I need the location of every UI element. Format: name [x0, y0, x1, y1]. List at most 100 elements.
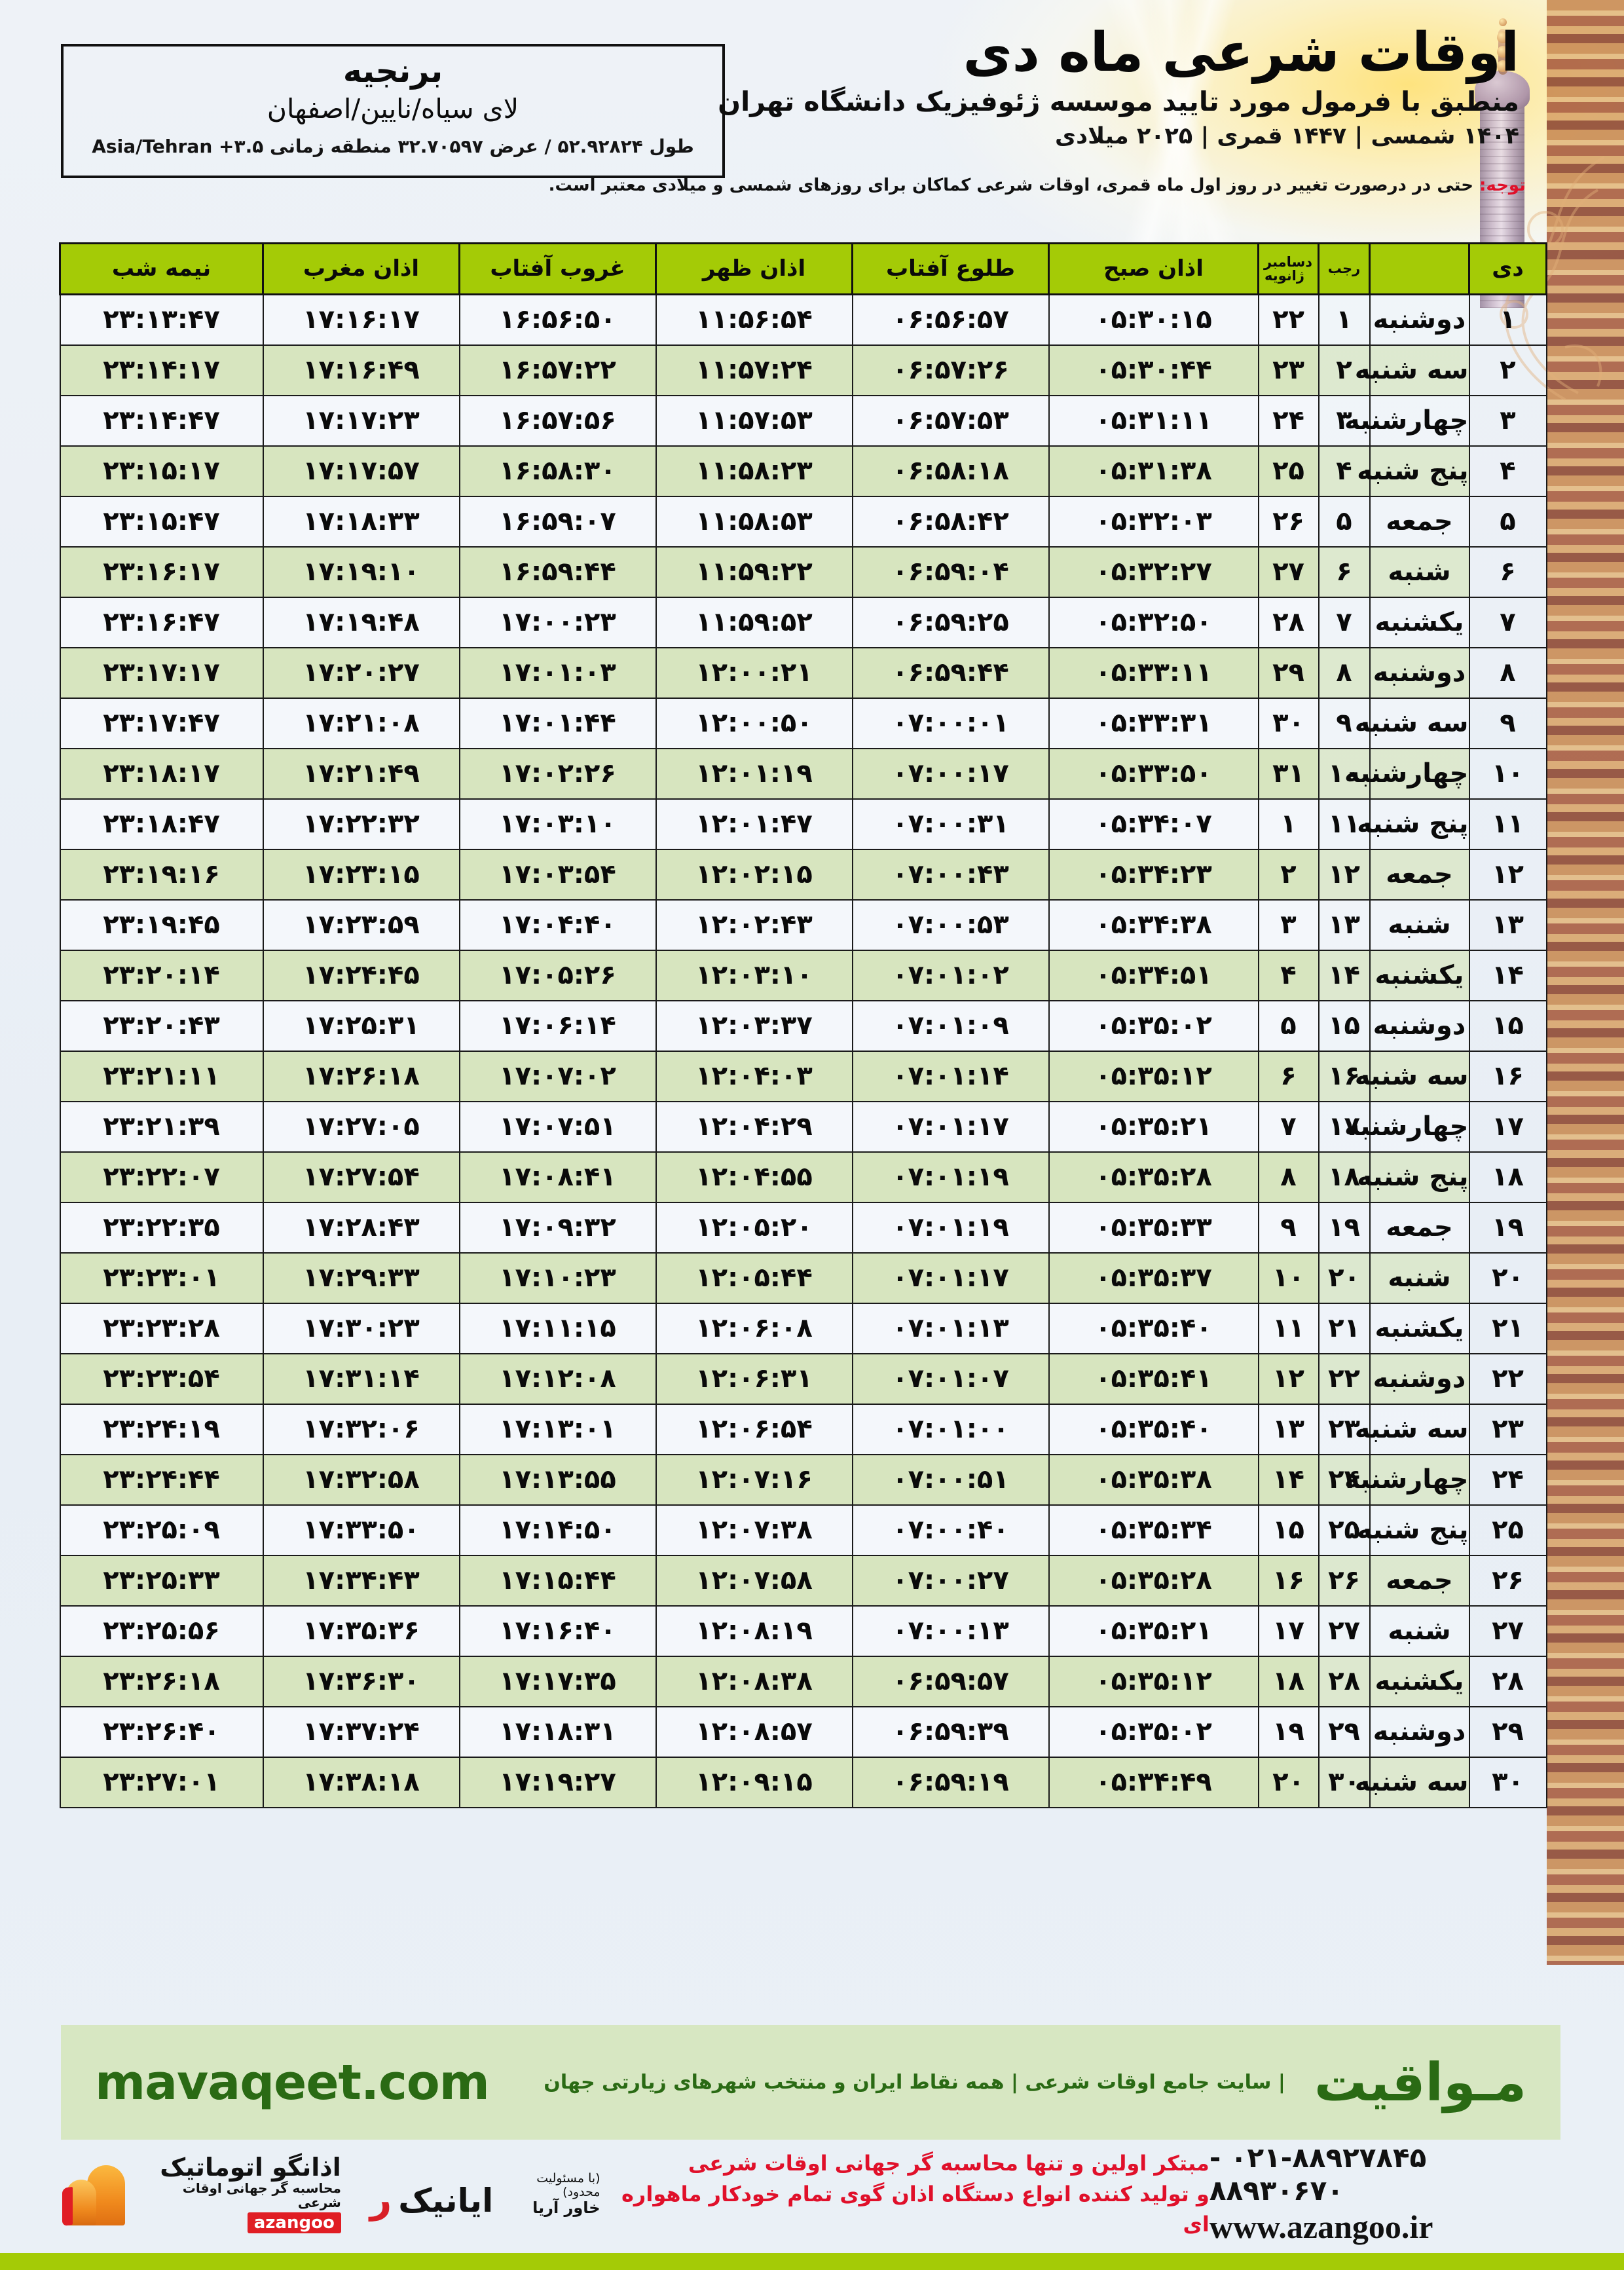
cell-weekday: سه شنبه: [1355, 344, 1470, 396]
cell-fajr: ۰۵:۳۴:۲۳: [1048, 848, 1259, 901]
cell-midnight: ۲۳:۱۹:۱۶: [59, 848, 264, 901]
cell-day: ۱۷: [1468, 1100, 1547, 1153]
cell-midnight: ۲۳:۲۵:۰۹: [59, 1504, 264, 1556]
cell-maghrib: ۱۷:۳۸:۱۸: [262, 1756, 460, 1808]
cell-sunrise: ۰۶:۵۹:۱۹: [851, 1756, 1050, 1808]
cell-gregorian: ۳۱: [1257, 747, 1320, 800]
cell-day: ۱۸: [1468, 1151, 1547, 1203]
cell-day: ۳۰: [1468, 1756, 1547, 1808]
cell-sunset: ۱۷:۱۳:۵۵: [458, 1453, 657, 1506]
cell-sunrise: ۰۷:۰۱:۰۲: [851, 949, 1050, 1001]
cell-maghrib: ۱۷:۳۲:۰۶: [262, 1403, 460, 1455]
footer-domain[interactable]: mavaqeet.com: [95, 2054, 490, 2111]
cell-fajr: ۰۵:۳۳:۱۱: [1048, 646, 1259, 699]
cell-maghrib: ۱۷:۱۷:۵۷: [262, 445, 460, 497]
cell-maghrib: ۱۷:۱۹:۱۰: [262, 546, 460, 598]
rayanik-subtitle: خاور آریا: [532, 2198, 600, 2217]
table-row: ۶ شنبه ۶ ۲۷ ۰۵:۳۲:۲۷ ۰۶:۵۹:۰۴ ۱۱:۵۹:۲۲ ۱۶:۵۹:۴۴…: [59, 546, 1547, 598]
cell-dhuhr: ۱۲:۰۴:۰۳: [655, 1050, 853, 1102]
cell-sunset: ۱۷:۱۶:۴۰: [458, 1605, 657, 1657]
cell-fajr: ۰۵:۳۳:۵۰: [1048, 747, 1259, 800]
cell-maghrib: ۱۷:۲۲:۳۲: [262, 798, 460, 850]
footer-bottom: ۰۲۱-۸۸۹۲۷۸۴۵ - ۸۸۹۳۰۶۷۰ www.azangoo.ir م…: [0, 2142, 1624, 2270]
cell-dhuhr: ۱۲:۰۹:۱۵: [655, 1756, 853, 1808]
cell-gregorian: ۲۶: [1257, 495, 1320, 548]
cell-midnight: ۲۳:۱۷:۱۷: [59, 646, 264, 699]
cell-sunrise: ۰۶:۵۶:۵۷: [851, 293, 1050, 346]
cell-fajr: ۰۵:۳۲:۰۳: [1048, 495, 1259, 548]
cell-midnight: ۲۳:۲۷:۰۱: [59, 1756, 264, 1808]
cell-weekday: دوشنبه: [1369, 999, 1470, 1052]
cell-sunrise: ۰۶:۵۷:۵۳: [851, 394, 1050, 447]
cell-midnight: ۲۳:۲۳:۲۸: [59, 1302, 264, 1354]
cell-gregorian: ۱۵: [1257, 1504, 1320, 1556]
note-line: توجه: حتی در درصورت تغییر در روز اول ماه…: [59, 176, 1526, 195]
cell-weekday: پنج شنبه: [1357, 445, 1470, 497]
cell-day: ۴: [1468, 445, 1547, 497]
table-row: ۱۴ یکشنبه ۱۴ ۴ ۰۵:۳۴:۵۱ ۰۷:۰۱:۰۲ ۱۲:۰۳:۱۰ ۱۷:۰۵…: [59, 949, 1547, 1001]
cell-fajr: ۰۵:۳۵:۲۸: [1048, 1554, 1259, 1607]
cell-weekday: سه شنبه: [1355, 697, 1470, 749]
cell-weekday: چهارشنبه: [1344, 1100, 1470, 1153]
cell-maghrib: ۱۷:۲۴:۴۵: [262, 949, 460, 1001]
cell-maghrib: ۱۷:۱۹:۴۸: [262, 596, 460, 648]
cell-sunset: ۱۷:۱۱:۱۵: [458, 1302, 657, 1354]
header-gregorian-bottom: ژانویه: [1264, 267, 1304, 284]
cell-fajr: ۰۵:۳۲:۲۷: [1048, 546, 1259, 598]
title-block: اوقات شرعی ماه دی منطبق با فرمول مورد تا…: [681, 24, 1520, 151]
promo-line-1: مبتکر اولین و تنها محاسبه گر جهانی اوقات…: [688, 2151, 1209, 2176]
cell-maghrib: ۱۷:۱۷:۲۳: [262, 394, 460, 447]
cell-midnight: ۲۳:۲۵:۵۶: [59, 1605, 264, 1657]
cell-hijri: ۲۸: [1318, 1655, 1371, 1707]
cell-weekday: شنبه: [1369, 546, 1470, 598]
cell-sunrise: ۰۷:۰۱:۱۴: [851, 1050, 1050, 1102]
cell-sunset: ۱۷:۰۷:۵۱: [458, 1100, 657, 1153]
cell-sunrise: ۰۷:۰۱:۰۹: [851, 999, 1050, 1052]
footer-brand: مـواقیت: [1314, 2051, 1526, 2113]
cell-sunset: ۱۶:۵۹:۴۴: [458, 546, 657, 598]
cell-sunset: ۱۷:۰۳:۵۴: [458, 848, 657, 901]
cell-hijri: ۲۰: [1318, 1252, 1371, 1304]
cell-day: ۱۶: [1468, 1050, 1547, 1102]
cell-fajr: ۰۵:۳۳:۳۱: [1048, 697, 1259, 749]
cell-weekday: یکشنبه: [1369, 1302, 1470, 1354]
cell-maghrib: ۱۷:۲۵:۳۱: [262, 999, 460, 1052]
cell-fajr: ۰۵:۳۰:۱۵: [1048, 293, 1259, 346]
cell-weekday: سه شنبه: [1355, 1403, 1470, 1455]
table-row: ۸ دوشنبه ۸ ۲۹ ۰۵:۳۳:۱۱ ۰۶:۵۹:۴۴ ۱۲:۰۰:۲۱ ۱۷:۰۱:…: [59, 646, 1547, 699]
cell-gregorian: ۱۶: [1257, 1554, 1320, 1607]
cell-sunrise: ۰۷:۰۱:۰۷: [851, 1352, 1050, 1405]
table-row: ۲۱ یکشنبه ۲۱ ۱۱ ۰۵:۳۵:۴۰ ۰۷:۰۱:۱۳ ۱۲:۰۶:۰۸ ۱۷:۱…: [59, 1302, 1547, 1354]
cell-midnight: ۲۳:۲۳:۰۱: [59, 1252, 264, 1304]
cell-day: ۶: [1468, 546, 1547, 598]
cell-day: ۳: [1468, 394, 1547, 447]
cell-day: ۱: [1468, 293, 1547, 346]
contact-website[interactable]: www.azangoo.ir: [1209, 2208, 1433, 2246]
cell-fajr: ۰۵:۳۵:۴۱: [1048, 1352, 1259, 1405]
partner-logos: (با مسئولیت محدود) خاور آریا ایانیک ر اذ…: [61, 2154, 600, 2233]
cell-gregorian: ۴: [1257, 949, 1320, 1001]
cell-hijri: ۵: [1318, 495, 1371, 548]
cell-midnight: ۲۳:۱۸:۴۷: [59, 798, 264, 850]
cell-sunrise: ۰۶:۵۹:۵۷: [851, 1655, 1050, 1707]
table-row: ۳ چهارشنبه ۳ ۲۴ ۰۵:۳۱:۱۱ ۰۶:۵۷:۵۳ ۱۱:۵۷:۵۳ ۱۶:۵…: [59, 394, 1547, 447]
table-row: ۱۶ سه شنبه ۱۶ ۶ ۰۵:۳۵:۱۲ ۰۷:۰۱:۱۴ ۱۲:۰۴:۰۳ ۱۷:۰…: [59, 1050, 1547, 1102]
cell-fajr: ۰۵:۳۵:۲۱: [1048, 1605, 1259, 1657]
cell-hijri: ۱۸: [1318, 1151, 1371, 1203]
cell-hijri: ۹: [1318, 697, 1371, 749]
table-row: ۱۸ پنج شنبه ۱۸ ۸ ۰۵:۳۵:۲۸ ۰۷:۰۱:۱۹ ۱۲:۰۴:۵۵ ۱۷:…: [59, 1151, 1547, 1203]
cell-weekday: جمعه: [1369, 495, 1470, 548]
cell-sunset: ۱۷:۱۵:۴۴: [458, 1554, 657, 1607]
rayanik-initial: ر: [369, 2176, 392, 2222]
cell-hijri: ۱۶: [1318, 1050, 1371, 1102]
cell-fajr: ۰۵:۳۵:۲۱: [1048, 1100, 1259, 1153]
cell-fajr: ۰۵:۳۰:۴۴: [1048, 344, 1259, 396]
cell-gregorian: ۶: [1257, 1050, 1320, 1102]
cell-sunset: ۱۷:۱۳:۰۱: [458, 1403, 657, 1455]
cell-midnight: ۲۳:۲۲:۳۵: [59, 1201, 264, 1254]
cell-hijri: ۱۱: [1318, 798, 1371, 850]
cell-dhuhr: ۱۲:۰۳:۳۷: [655, 999, 853, 1052]
table-row: ۲۰ شنبه ۲۰ ۱۰ ۰۵:۳۵:۳۷ ۰۷:۰۱:۱۷ ۱۲:۰۵:۴۴ ۱۷:۱۰:…: [59, 1252, 1547, 1304]
location-name: برنجیه: [342, 52, 443, 90]
cell-dhuhr: ۱۲:۰۷:۱۶: [655, 1453, 853, 1506]
